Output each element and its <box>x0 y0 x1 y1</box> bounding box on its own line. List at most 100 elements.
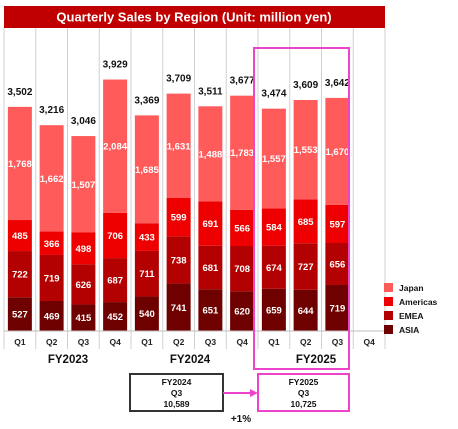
legend: Japan Americas EMEA ASIA <box>384 283 438 335</box>
bar-segment-americas <box>198 201 223 246</box>
total-label: 3,709 <box>166 74 191 85</box>
legend-swatch-emea <box>384 311 393 320</box>
segment-label-japan: 1,557 <box>262 154 286 165</box>
legend-label-americas: Americas <box>399 297 438 307</box>
segment-label-asia: 540 <box>139 309 155 320</box>
segment-label-emea: 722 <box>12 270 28 281</box>
quarter-label: Q1 <box>141 337 153 347</box>
quarter-label: Q4 <box>363 337 375 347</box>
total-label: 3,474 <box>261 89 286 100</box>
segment-label-japan: 1,662 <box>40 174 64 185</box>
bar-segment-americas <box>293 199 318 244</box>
segment-label-emea: 674 <box>266 263 283 274</box>
comparison-fy2025-value: 10,725 <box>291 399 317 409</box>
bar-segment-americas <box>325 204 350 243</box>
segment-label-americas: 685 <box>298 217 315 228</box>
segment-label-japan: 1,783 <box>230 148 254 159</box>
chart-title: Quarterly Sales by Region (Unit: million… <box>56 10 331 25</box>
group-separator-lines <box>3 28 386 349</box>
segment-label-americas: 706 <box>107 231 123 242</box>
quarter-label: Q1 <box>14 337 26 347</box>
legend-label-emea: EMEA <box>399 311 424 321</box>
total-label: 3,642 <box>325 78 350 89</box>
bar-segment-japan <box>261 108 286 209</box>
quarter-labels: Q1 Q2 Q3 Q4 Q1 Q2 Q3 Q4 Q1 Q2 Q3 Q4 <box>14 337 375 347</box>
bar-segment-asia <box>71 304 96 331</box>
quarter-label: Q2 <box>173 337 185 347</box>
comparison-fy2024-quarter: Q3 <box>171 388 183 398</box>
segment-label-emea: 656 <box>329 259 345 270</box>
quarter-label: Q4 <box>236 337 248 347</box>
legend-swatch-asia <box>384 325 393 334</box>
bar-segment-japan <box>198 106 223 202</box>
chart-title-banner <box>4 6 385 28</box>
comparison-box-fy2024 <box>129 373 224 412</box>
bar-segment-emea <box>166 236 191 284</box>
bar-segment-americas <box>230 209 255 247</box>
segment-label-asia: 620 <box>234 307 250 318</box>
bar-segment-asia <box>39 300 64 331</box>
segment-label-japan: 1,768 <box>8 159 32 170</box>
bar-segment-americas <box>39 231 64 255</box>
segment-label-asia: 415 <box>75 313 92 324</box>
bar-segment-americas <box>261 208 286 246</box>
fy2025-highlight-box <box>253 47 350 370</box>
bar-segment-asia <box>230 291 255 331</box>
bar-segment-japan <box>103 79 128 213</box>
quarter-label: Q2 <box>46 337 58 347</box>
bar-segment-emea <box>261 245 286 289</box>
comparison-box-fy2025 <box>257 373 350 412</box>
bar-segment-japan <box>7 106 32 221</box>
segment-label-americas: 566 <box>234 223 250 234</box>
legend-label-asia: ASIA <box>399 325 419 335</box>
segment-label-emea: 727 <box>298 262 314 273</box>
segment-label-emea: 626 <box>75 280 91 291</box>
quarter-label: Q3 <box>205 337 217 347</box>
segment-label-asia: 644 <box>298 306 315 317</box>
segment-label-americas: 433 <box>139 233 155 244</box>
total-label: 3,046 <box>71 116 96 127</box>
bars-layer <box>7 79 350 331</box>
quarter-label: Q1 <box>268 337 280 347</box>
bar-segment-asia <box>261 288 286 331</box>
bar-segment-japan <box>166 93 191 199</box>
bar-segment-asia <box>325 284 350 331</box>
bar-segment-emea <box>230 246 255 292</box>
comparison-growth: +1% <box>231 414 251 425</box>
bar-segment-japan <box>293 100 318 200</box>
bar-segment-emea <box>7 251 32 298</box>
bar-segment-emea <box>134 250 159 297</box>
total-label: 3,216 <box>39 105 64 116</box>
segment-label-japan: 1,507 <box>71 180 95 191</box>
bar-segment-japan <box>134 115 159 224</box>
segment-label-asia: 469 <box>44 311 60 322</box>
comparison-panel: FY2024 Q3 10,589 FY2025 Q3 10,725 +1% <box>129 373 350 425</box>
bar-segment-japan <box>39 125 64 232</box>
fy-label-fy2025: FY2025 <box>296 354 337 366</box>
bar-segment-emea <box>103 258 128 303</box>
segment-label-americas: 485 <box>12 231 29 242</box>
segment-label-japan: 1,488 <box>198 149 222 160</box>
bar-segment-emea <box>198 245 223 290</box>
segment-label-emea: 687 <box>107 276 123 287</box>
bar-segment-japan <box>325 97 350 205</box>
total-label: 3,511 <box>198 86 223 97</box>
segment-label-americas: 366 <box>44 239 60 250</box>
segment-label-emea: 708 <box>234 264 250 275</box>
quarter-label: Q3 <box>332 337 344 347</box>
quarter-label: Q3 <box>78 337 90 347</box>
comparison-fy2024-value: 10,589 <box>164 399 190 409</box>
bar-segment-americas <box>103 212 128 259</box>
segment-label-asia: 527 <box>12 310 28 321</box>
bar-segment-asia <box>166 283 191 331</box>
labels-layer: 527 722 485 1,768 3,502 469 719 366 1,662 3,216 41… <box>7 60 350 325</box>
bar-segment-emea <box>71 264 96 305</box>
bar-segment-asia <box>293 289 318 331</box>
segment-label-americas: 584 <box>266 223 283 234</box>
segment-label-emea: 711 <box>139 269 155 280</box>
segment-label-asia: 659 <box>266 305 282 316</box>
bar-segment-emea <box>39 254 64 301</box>
bar-segment-americas <box>166 198 191 237</box>
segment-label-japan: 2,084 <box>103 142 127 153</box>
bar-segment-asia <box>7 297 32 331</box>
